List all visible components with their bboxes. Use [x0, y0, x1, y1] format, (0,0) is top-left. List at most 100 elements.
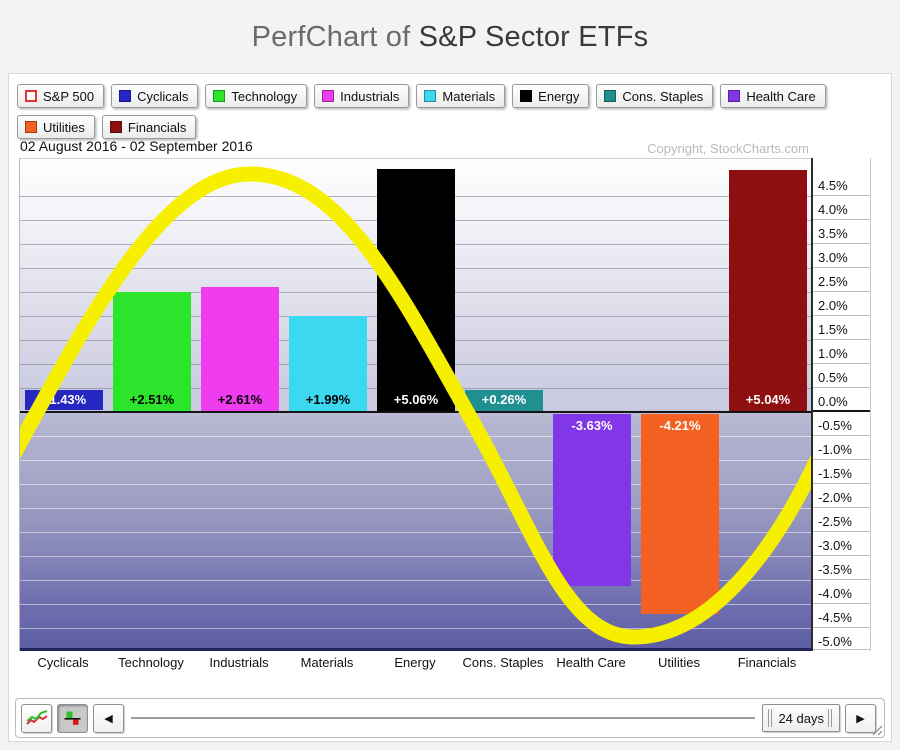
x-axis-label-health-care: Health Care — [556, 655, 626, 670]
handle-grip-icon — [828, 709, 834, 727]
zero-line — [20, 411, 811, 413]
legend-item-energy[interactable]: Energy — [512, 84, 590, 108]
scroll-left-button[interactable]: ◀ — [93, 703, 124, 733]
bar-value-label-industrials: +2.61% — [201, 390, 279, 410]
period-value: 24 days — [778, 710, 824, 726]
y-tick-label: 0.0% — [818, 394, 848, 409]
legend: S&P 500 Cyclicals Technology Industrials Mat… — [17, 84, 877, 146]
legend-row: Utilities Financials — [17, 115, 877, 139]
gridline — [20, 628, 811, 629]
legend-swatch-energy-icon — [520, 90, 533, 102]
y-tick-label: -5.0% — [818, 634, 852, 649]
gridline-gutter — [813, 555, 870, 556]
x-axis-label-utilities: Utilities — [658, 655, 700, 670]
legend-label: Cyclicals — [137, 88, 189, 104]
legend-label: Energy — [538, 88, 580, 104]
y-tick-label: 0.5% — [818, 370, 848, 385]
legend-label: Technology — [231, 88, 298, 104]
x-axis-labels: Cyclicals Technology Industrials Materials E… — [19, 655, 811, 673]
legend-swatch-utilities-icon — [25, 121, 37, 133]
bar-value-label-cyclicals: +1.43% — [25, 390, 103, 410]
y-tick-label: 3.5% — [818, 226, 848, 241]
legend-item-financials[interactable]: Financials — [101, 115, 197, 139]
y-tick-label: 4.5% — [818, 178, 848, 193]
y-tick-label: -0.5% — [818, 418, 852, 433]
bar-value-label-energy: +5.06% — [377, 390, 455, 410]
plot-bottom-border — [20, 648, 811, 651]
y-tick-label: -2.0% — [818, 490, 852, 505]
line-chart-mode-button[interactable] — [21, 703, 52, 733]
y-tick-label: -4.0% — [818, 586, 852, 601]
handle-grip-icon — [768, 709, 775, 727]
legend-item-cyclicals[interactable]: Cyclicals — [111, 84, 199, 108]
x-axis-label-industrials: Industrials — [209, 655, 269, 670]
gridline-gutter — [813, 649, 870, 650]
bar-value-label-health-care: -3.63% — [553, 416, 631, 436]
legend-item-utilities[interactable]: Utilities — [17, 115, 95, 139]
legend-row: S&P 500 Cyclicals Technology Industrials Mat… — [17, 84, 877, 108]
legend-swatch-health-care-icon — [728, 90, 741, 102]
gridline-gutter — [813, 363, 870, 364]
legend-swatch-cons-staples-icon — [604, 90, 617, 102]
gridline-gutter — [813, 459, 870, 460]
y-tick-label: 1.0% — [818, 346, 848, 361]
toolbar: ◀ 24 days ▶ — [15, 698, 885, 738]
gridline-gutter — [813, 339, 870, 340]
slider-track[interactable] — [131, 717, 756, 719]
left-arrow-icon: ◀ — [104, 712, 113, 725]
legend-item-industrials[interactable]: Industrials — [314, 84, 410, 108]
legend-item-s-p-500[interactable]: S&P 500 — [17, 84, 105, 108]
scroll-right-button[interactable]: ▶ — [845, 703, 876, 733]
legend-label: Financials — [127, 119, 187, 135]
bar-value-label-financials: +5.04% — [729, 390, 807, 410]
legend-swatch-s-p-500-icon — [25, 90, 37, 102]
zero-line-gutter — [813, 410, 870, 412]
gridline-gutter — [813, 267, 870, 268]
date-range-label: 02 August 2016 - 02 September 2016 — [20, 138, 253, 154]
legend-item-health-care[interactable]: Health Care — [720, 84, 826, 108]
bar-financials — [729, 170, 807, 412]
bar-energy — [377, 169, 455, 412]
bar-chart-mode-button[interactable] — [57, 703, 88, 733]
page-title: PerfChart of S&P Sector ETFs — [0, 0, 900, 70]
y-tick-label: -1.5% — [818, 466, 852, 481]
gridline-gutter — [813, 387, 870, 388]
gridline-gutter — [813, 291, 870, 292]
page-title-main: S&P Sector ETFs — [418, 21, 649, 53]
page-title-prefix: PerfChart of — [251, 21, 419, 53]
plot-area: +1.43% +2.51% +2.61% +1.99% +5.06% +0.26% -3.6… — [19, 158, 811, 651]
gridline-gutter — [813, 603, 870, 604]
line-chart-icon — [25, 710, 48, 725]
bar-value-label-utilities: -4.21% — [641, 416, 719, 436]
y-tick-label: -4.5% — [818, 610, 852, 625]
gridline-gutter — [813, 219, 870, 220]
y-tick-label: 3.0% — [818, 250, 848, 265]
bar-value-label-materials: +1.99% — [289, 390, 367, 410]
right-arrow-icon: ▶ — [856, 712, 865, 725]
y-tick-label: -1.0% — [818, 442, 852, 457]
gridline-gutter — [813, 627, 870, 628]
bar-utilities — [641, 414, 719, 614]
legend-label: Health Care — [746, 88, 816, 104]
legend-item-technology[interactable]: Technology — [205, 84, 308, 108]
legend-label: Utilities — [43, 119, 85, 135]
y-axis-labels: 4.5% 4.0% 3.5% 3.0% 2.5% 2.0% 1.5% 1.0% 0.5% 0.0%… — [811, 158, 871, 651]
y-tick-label: 1.5% — [818, 322, 848, 337]
legend-item-cons-staples[interactable]: Cons. Staples — [596, 84, 714, 108]
perfchart-panel: S&P 500 Cyclicals Technology Industrials Mat… — [8, 73, 892, 742]
x-axis-label-cyclicals: Cyclicals — [37, 655, 89, 670]
legend-swatch-financials-icon — [109, 121, 122, 133]
bar-value-label-cons-staples: +0.26% — [465, 390, 543, 410]
legend-label: S&P 500 — [43, 88, 95, 104]
gridline-gutter — [813, 435, 870, 436]
legend-item-materials[interactable]: Materials — [416, 84, 506, 108]
gridline-gutter — [813, 243, 870, 244]
y-tick-label: -2.5% — [818, 514, 852, 529]
y-tick-label: -3.0% — [818, 538, 852, 553]
period-slider-handle[interactable]: 24 days — [762, 704, 840, 732]
x-axis-label-technology: Technology — [118, 655, 184, 670]
gridline-gutter — [813, 315, 870, 316]
gridline-gutter — [813, 531, 870, 532]
copyright-label: Copyright, StockCharts.com — [647, 141, 809, 156]
resize-grip-icon[interactable] — [870, 723, 883, 736]
